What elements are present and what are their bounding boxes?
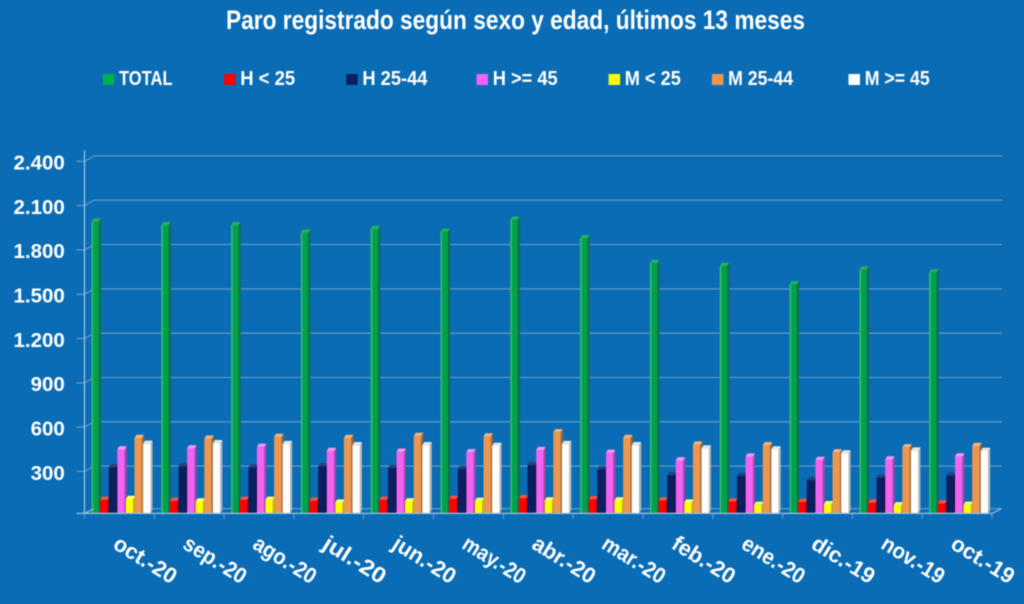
svg-text:M 25-44: M 25-44 — [728, 68, 794, 90]
svg-text:H < 25: H < 25 — [240, 68, 295, 90]
svg-text:2.400: 2.400 — [13, 152, 64, 175]
svg-text:M >= 45: M >= 45 — [865, 68, 930, 90]
svg-text:TOTAL: TOTAL — [119, 68, 173, 90]
svg-text:600: 600 — [31, 418, 65, 441]
svg-text:2.100: 2.100 — [13, 196, 64, 219]
svg-text:H 25-44: H 25-44 — [362, 68, 428, 90]
svg-text:Paro registrado según sexo y e: Paro registrado según sexo y edad, últim… — [226, 5, 805, 35]
svg-text:M < 25: M < 25 — [625, 68, 681, 90]
svg-text:900: 900 — [31, 373, 65, 396]
svg-text:H >= 45: H >= 45 — [493, 68, 558, 90]
svg-text:1.800: 1.800 — [13, 240, 64, 263]
svg-text:1.200: 1.200 — [13, 329, 64, 352]
svg-text:300: 300 — [31, 462, 65, 485]
svg-text:1.500: 1.500 — [13, 285, 64, 308]
